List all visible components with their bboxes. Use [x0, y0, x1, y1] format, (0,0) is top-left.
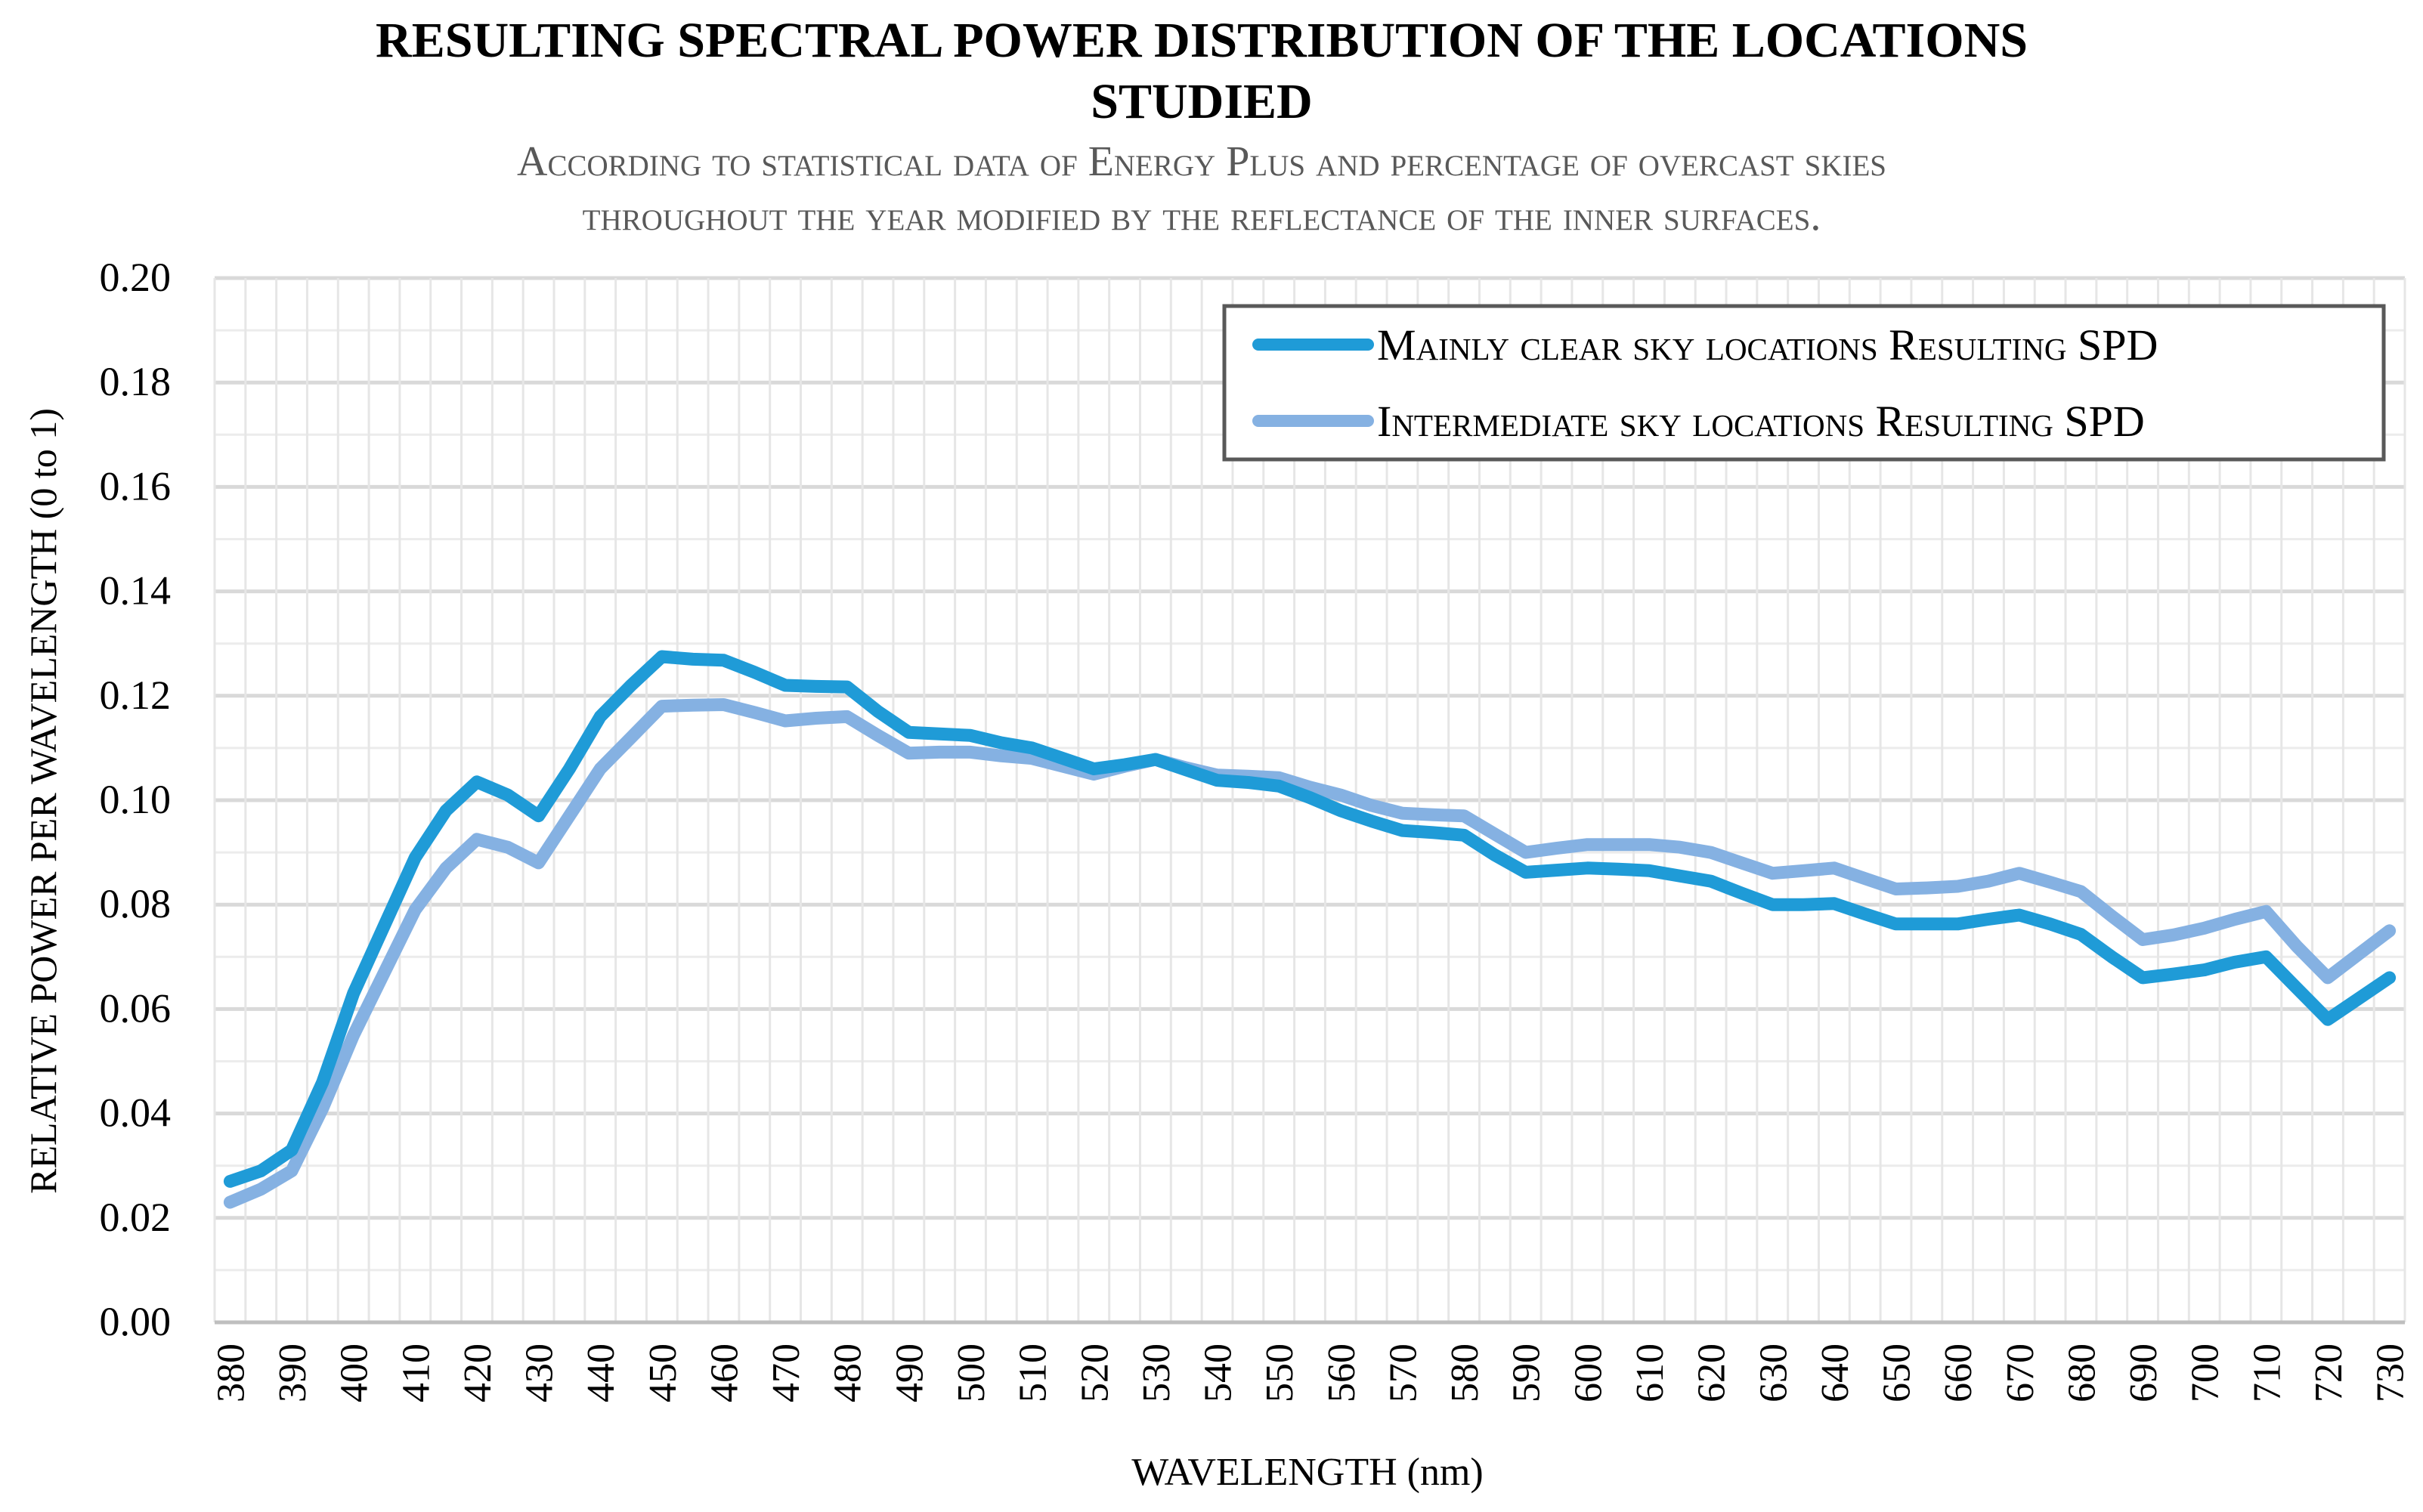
series-line-intermediate-sky	[223, 698, 2397, 1209]
x-tick-label: 620	[1691, 1343, 1734, 1402]
y-tick-label: 0.14	[100, 568, 172, 614]
x-tick-label: 420	[456, 1343, 500, 1402]
chart-subtitle-line-1: According to statistical data of Energy …	[517, 138, 1886, 185]
x-tick-label: 470	[765, 1343, 808, 1402]
x-tick-label: 630	[1752, 1343, 1795, 1402]
x-tick-label: 450	[642, 1343, 685, 1402]
x-tick-label: 440	[580, 1343, 623, 1402]
x-tick-label: 680	[2060, 1343, 2103, 1402]
x-tick-label: 490	[888, 1343, 931, 1402]
x-tick-label: 590	[1505, 1343, 1549, 1402]
x-tick-label: 500	[950, 1343, 993, 1402]
x-tick-label: 660	[1937, 1343, 1980, 1402]
x-tick-label: 730	[2369, 1343, 2412, 1402]
x-tick-label: 720	[2307, 1343, 2350, 1402]
legend: Mainly clear sky locations Resulting SPD…	[1222, 304, 2386, 462]
x-tick-label: 640	[1814, 1343, 1857, 1402]
y-tick-label: 0.00	[100, 1299, 172, 1344]
x-tick-label: 380	[209, 1343, 252, 1402]
chart-title-line-2: STUDIED	[1091, 74, 1312, 129]
legend-label-intermediate-sky: Intermediate sky locations Resulting SPD	[1377, 397, 2145, 446]
x-tick-label: 410	[395, 1343, 438, 1402]
x-tick-label: 400	[333, 1343, 376, 1402]
x-tick-label: 650	[1876, 1343, 1919, 1402]
x-tick-label: 480	[827, 1343, 870, 1402]
x-tick-label: 530	[1135, 1343, 1178, 1402]
x-tick-label: 390	[271, 1343, 314, 1402]
chart-subtitle-line-2: throughout the year modified by the refl…	[583, 193, 1821, 240]
y-tick-label: 0.16	[100, 463, 172, 509]
x-tick-label: 560	[1320, 1343, 1363, 1402]
x-axis-title: WAVELENGTH (nm)	[1131, 1451, 1484, 1494]
x-tick-label: 700	[2184, 1343, 2227, 1402]
x-tick-label: 610	[1629, 1343, 1672, 1402]
y-tick-label: 0.08	[100, 881, 172, 926]
x-tick-label: 690	[2122, 1343, 2165, 1402]
x-tick-label: 570	[1382, 1343, 1425, 1402]
x-tick-label: 510	[1012, 1343, 1055, 1402]
x-tick-label: 520	[1073, 1343, 1116, 1402]
legend-label-clear-sky: Mainly clear sky locations Resulting SPD	[1377, 320, 2158, 369]
x-tick-label: 710	[2245, 1343, 2288, 1402]
y-tick-label: 0.20	[100, 255, 172, 300]
series-layer	[223, 650, 2397, 1209]
legend-box	[1222, 304, 2386, 462]
y-tick-label: 0.04	[100, 1090, 172, 1136]
x-tick-label: 600	[1567, 1343, 1610, 1402]
x-tick-label: 460	[704, 1343, 747, 1402]
y-tick-label: 0.18	[100, 359, 172, 404]
x-tick-label: 430	[518, 1343, 562, 1402]
series-line-clear-sky	[223, 650, 2397, 1188]
x-tick-label: 550	[1258, 1343, 1301, 1402]
y-tick-label: 0.02	[100, 1195, 172, 1240]
y-axis-title: RELATIVE POWER PER WAVELENGTH (0 to 1)	[22, 408, 64, 1194]
y-tick-label: 0.10	[100, 777, 172, 822]
y-tick-label: 0.12	[100, 673, 172, 718]
x-tick-label: 540	[1197, 1343, 1240, 1402]
y-tick-labels: 0.00 0.02 0.04 0.06 0.08 0.10 0.12 0.14 0.16 0.18…	[100, 255, 172, 1344]
chart-title-line-1: RESULTING SPECTRAL POWER DISTRIBUTION OF…	[376, 13, 2028, 68]
x-tick-labels: 380 390 400 410 420 430 440 450 460 470 480 490 500 5…	[209, 1343, 2412, 1402]
x-tick-label: 580	[1444, 1343, 1487, 1402]
y-tick-label: 0.06	[100, 985, 172, 1031]
x-tick-label: 670	[1999, 1343, 2042, 1402]
